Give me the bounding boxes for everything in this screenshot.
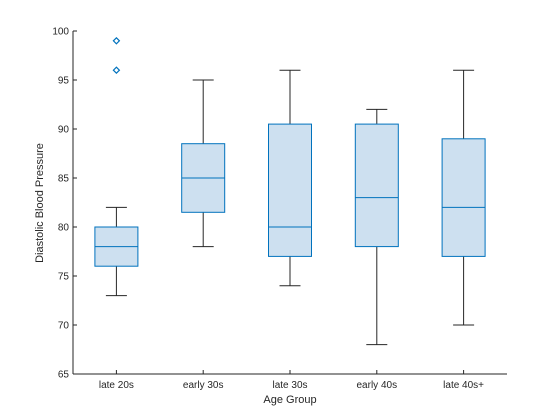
y-tick-label: 80 bbox=[58, 223, 70, 234]
y-tick-label: 85 bbox=[58, 174, 70, 185]
x-axis-title: Age Group bbox=[263, 394, 316, 406]
box-group bbox=[94, 36, 139, 297]
x-tick-label: early 30s bbox=[183, 380, 224, 391]
x-tick-label: early 40s bbox=[357, 380, 398, 391]
y-tick-label: 70 bbox=[58, 321, 70, 332]
axes: 65 70 75 80 85 90 95 100 late 20s early 30s late 3… bbox=[52, 27, 507, 391]
y-tick-label: 100 bbox=[52, 27, 69, 38]
y-tick-label: 65 bbox=[58, 370, 70, 381]
iqr-box bbox=[268, 123, 312, 257]
box-group bbox=[354, 108, 399, 346]
box-group bbox=[181, 79, 226, 248]
x-tick-label: late 30s bbox=[272, 380, 307, 391]
iqr-box bbox=[441, 138, 486, 257]
iqr-box bbox=[354, 123, 399, 248]
plot-area bbox=[94, 36, 486, 346]
box-group bbox=[441, 69, 486, 326]
x-tick-label: late 20s bbox=[99, 380, 134, 391]
outlier-point bbox=[112, 66, 121, 75]
y-axis-title: Diastolic Blood Pressure bbox=[34, 143, 46, 263]
box-group bbox=[268, 69, 312, 287]
y-tick-label: 90 bbox=[58, 125, 70, 136]
y-tick-label: 95 bbox=[58, 76, 70, 87]
y-tick-label: 75 bbox=[58, 272, 70, 283]
outlier-point bbox=[112, 36, 121, 45]
x-tick-label: late 40s+ bbox=[443, 380, 484, 391]
